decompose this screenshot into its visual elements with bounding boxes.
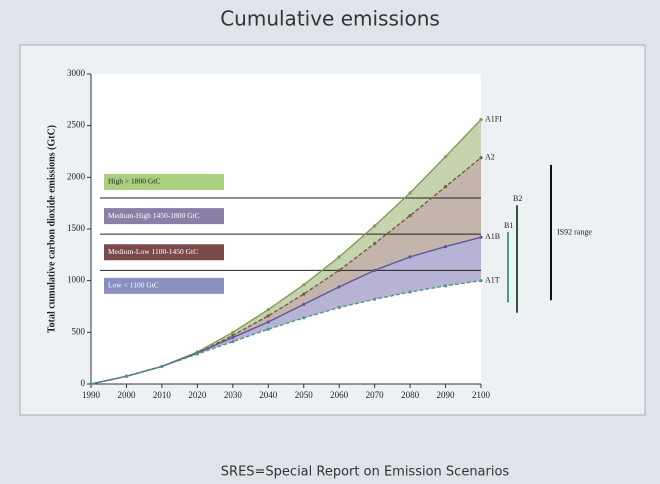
series-label: A1T [485, 275, 500, 284]
range-label: Medium-High 1450-1800 GtC [108, 211, 200, 220]
x-tick-label: 2000 [117, 390, 136, 400]
y-tick-label: 0 [81, 378, 86, 388]
slide-title: Cumulative emissions [220, 7, 440, 31]
range-label: Medium-Low 1100-1450 GtC [108, 247, 198, 256]
x-tick-label: 2030 [224, 390, 243, 400]
x-tick-label: 2040 [259, 390, 278, 400]
point [479, 117, 483, 122]
point [408, 213, 412, 218]
range-bar-label: B2 [513, 194, 522, 203]
point [373, 241, 377, 246]
point [231, 340, 235, 344]
point [302, 283, 306, 287]
range-label-box [104, 208, 224, 225]
x-tick-label: 2060 [330, 390, 349, 400]
point [231, 330, 235, 334]
point [124, 374, 129, 378]
point [408, 290, 412, 294]
x-tick-label: 2010 [153, 390, 172, 400]
point [443, 155, 448, 159]
range-label-box [104, 174, 224, 190]
point [266, 327, 270, 331]
point [408, 191, 412, 195]
y-tick-label: 1000 [67, 275, 86, 285]
point [337, 255, 341, 259]
y-tick-label: 500 [72, 326, 86, 336]
series-line [90, 279, 482, 385]
point [443, 244, 448, 249]
point [373, 224, 377, 228]
y-tick-label: 1500 [67, 223, 86, 233]
range-label: Low < 1100 GtC [108, 281, 159, 290]
series-label: A2 [485, 153, 495, 162]
plot-area [91, 74, 481, 384]
x-tick-label: 1990 [82, 390, 101, 400]
range-bar-label: IS92 range [557, 227, 592, 236]
y-tick-label: 3000 [67, 68, 86, 78]
point [479, 279, 483, 283]
point [195, 352, 199, 356]
point [443, 284, 448, 288]
point [373, 297, 377, 301]
point [337, 268, 341, 272]
range-label-box [104, 244, 224, 261]
point [337, 305, 341, 310]
point [266, 314, 270, 318]
x-tick-label: 2070 [366, 390, 385, 400]
point [479, 156, 483, 160]
point [443, 185, 448, 189]
x-tick-label: 2100 [472, 390, 491, 400]
point [89, 382, 93, 386]
y-tick-label: 2500 [67, 120, 86, 130]
x-tick-label: 2020 [188, 390, 207, 400]
x-tick-label: 2080 [401, 390, 420, 400]
range-bar-label: B1 [504, 221, 513, 230]
point [373, 268, 377, 272]
point [160, 364, 164, 369]
range-label: High > 1800 GtC [108, 177, 160, 186]
point [302, 302, 306, 307]
y-axis-title: Total cumulative carbon dioxide emission… [46, 125, 57, 333]
x-tick-label: 2090 [437, 390, 456, 400]
footer: SRES=Special Report on Emission Scenario… [221, 465, 510, 480]
point [337, 285, 341, 289]
point [266, 320, 270, 324]
point [479, 235, 483, 239]
range-label-box [104, 277, 224, 294]
band [91, 237, 481, 384]
point [408, 255, 412, 259]
series-label: A1B [485, 232, 500, 241]
point [302, 316, 306, 320]
point [231, 335, 235, 340]
point [266, 308, 270, 312]
series-label: A1FI [485, 114, 502, 123]
x-tick-label: 2050 [295, 390, 314, 400]
y-tick-label: 2000 [67, 171, 86, 181]
point [302, 292, 306, 296]
